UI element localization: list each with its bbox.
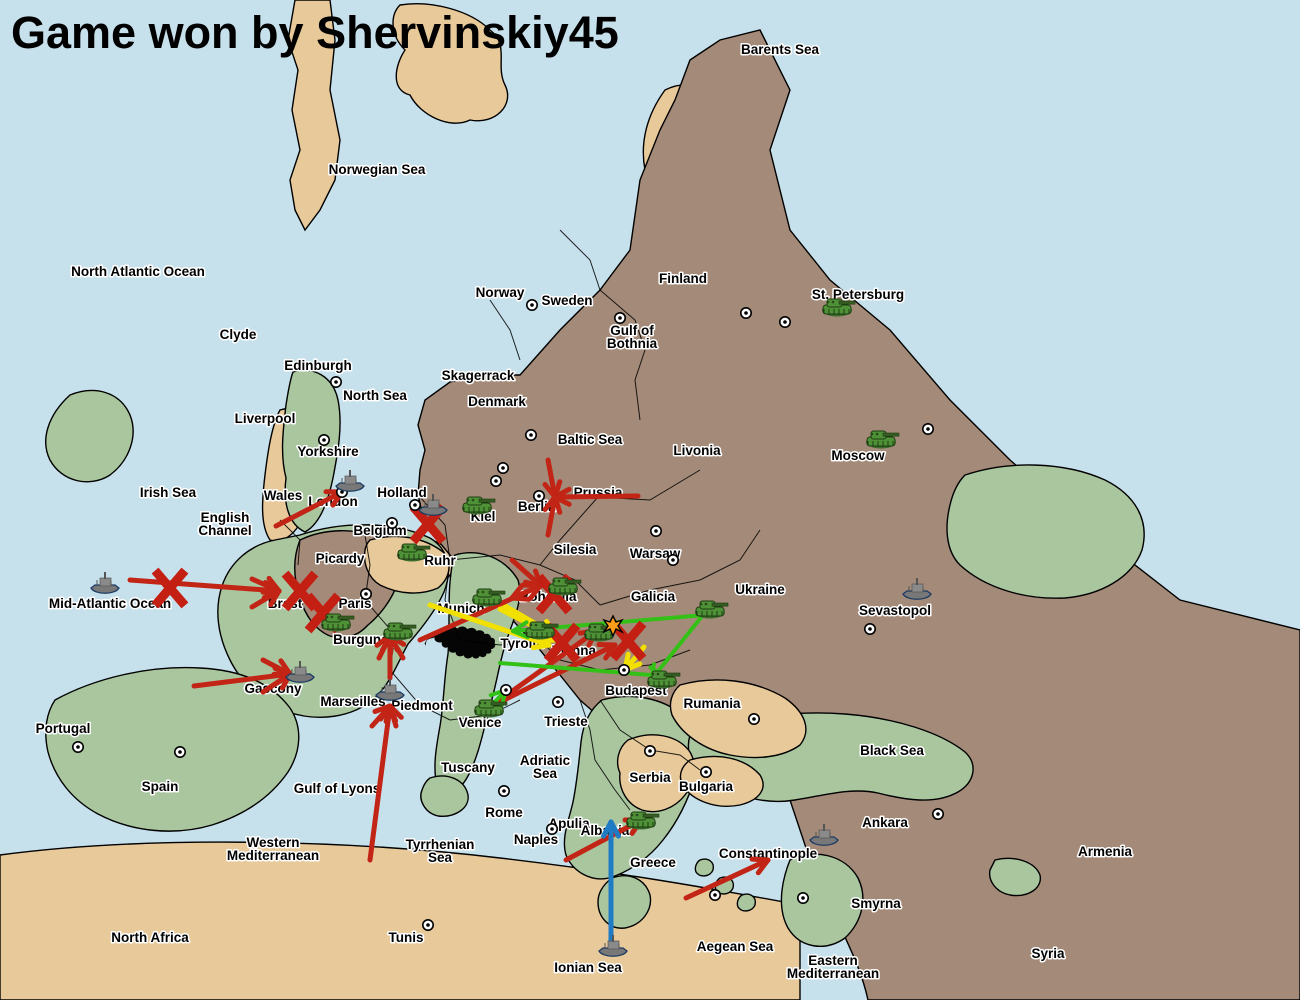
svg-text:Tunis: Tunis [389,930,424,945]
svg-text:Ruhr: Ruhr [424,553,456,568]
svg-text:Bulgaria: Bulgaria [679,779,734,794]
svg-text:Armenia: Armenia [1078,844,1133,859]
svg-text:Galicia: Galicia [631,589,676,604]
svg-text:Clyde: Clyde [220,327,257,342]
svg-text:Aegean Sea: Aegean Sea [697,939,774,954]
svg-text:Holland: Holland [377,485,427,500]
svg-text:Ukraine: Ukraine [735,582,785,597]
svg-text:Skagerrack: Skagerrack [442,368,515,383]
svg-text:Picardy: Picardy [316,551,365,566]
svg-text:Moscow: Moscow [831,448,885,463]
svg-text:Irish Sea: Irish Sea [140,485,197,500]
svg-text:Edinburgh: Edinburgh [284,358,352,373]
svg-text:Ionian Sea: Ionian Sea [554,960,622,975]
svg-text:Denmark: Denmark [468,394,526,409]
svg-text:Rome: Rome [485,805,523,820]
svg-text:Black Sea: Black Sea [860,743,924,758]
svg-text:North Atlantic Ocean: North Atlantic Ocean [71,264,205,279]
svg-text:Greece: Greece [630,855,676,870]
svg-text:Finland: Finland [659,271,707,286]
svg-text:Marseilles: Marseilles [320,694,385,709]
svg-text:Norway: Norway [476,285,525,300]
svg-text:Portugal: Portugal [36,721,91,736]
svg-text:Liverpool: Liverpool [235,411,296,426]
svg-text:Gulf of Lyons: Gulf of Lyons [294,781,381,796]
svg-text:Sevastopol: Sevastopol [859,603,931,618]
svg-text:Syria: Syria [1031,946,1065,961]
svg-text:Ankara: Ankara [862,815,908,830]
svg-text:Silesia: Silesia [554,542,597,557]
svg-text:St. Petersburg: St. Petersburg [812,287,904,302]
svg-text:Venice: Venice [459,715,502,730]
svg-text:Barents Sea: Barents Sea [741,42,820,57]
svg-text:Mid-Atlantic Ocean: Mid-Atlantic Ocean [49,596,171,611]
svg-text:Spain: Spain [142,779,179,794]
svg-text:Baltic Sea: Baltic Sea [558,432,623,447]
svg-text:North Sea: North Sea [343,388,407,403]
svg-text:Belgium: Belgium [353,523,406,538]
svg-text:Tuscany: Tuscany [441,760,495,775]
svg-text:Piedmont: Piedmont [391,698,453,713]
svg-text:Wales: Wales [264,488,303,503]
svg-text:Yorkshire: Yorkshire [297,444,359,459]
svg-text:Rumania: Rumania [683,696,741,711]
svg-text:Norwegian Sea: Norwegian Sea [329,162,426,177]
svg-text:Serbia: Serbia [629,770,671,785]
svg-text:Smyrna: Smyrna [851,896,901,911]
svg-text:Sweden: Sweden [541,293,592,308]
svg-text:North Africa: North Africa [111,930,189,945]
svg-text:Trieste: Trieste [544,714,588,729]
svg-text:Livonia: Livonia [673,443,721,458]
